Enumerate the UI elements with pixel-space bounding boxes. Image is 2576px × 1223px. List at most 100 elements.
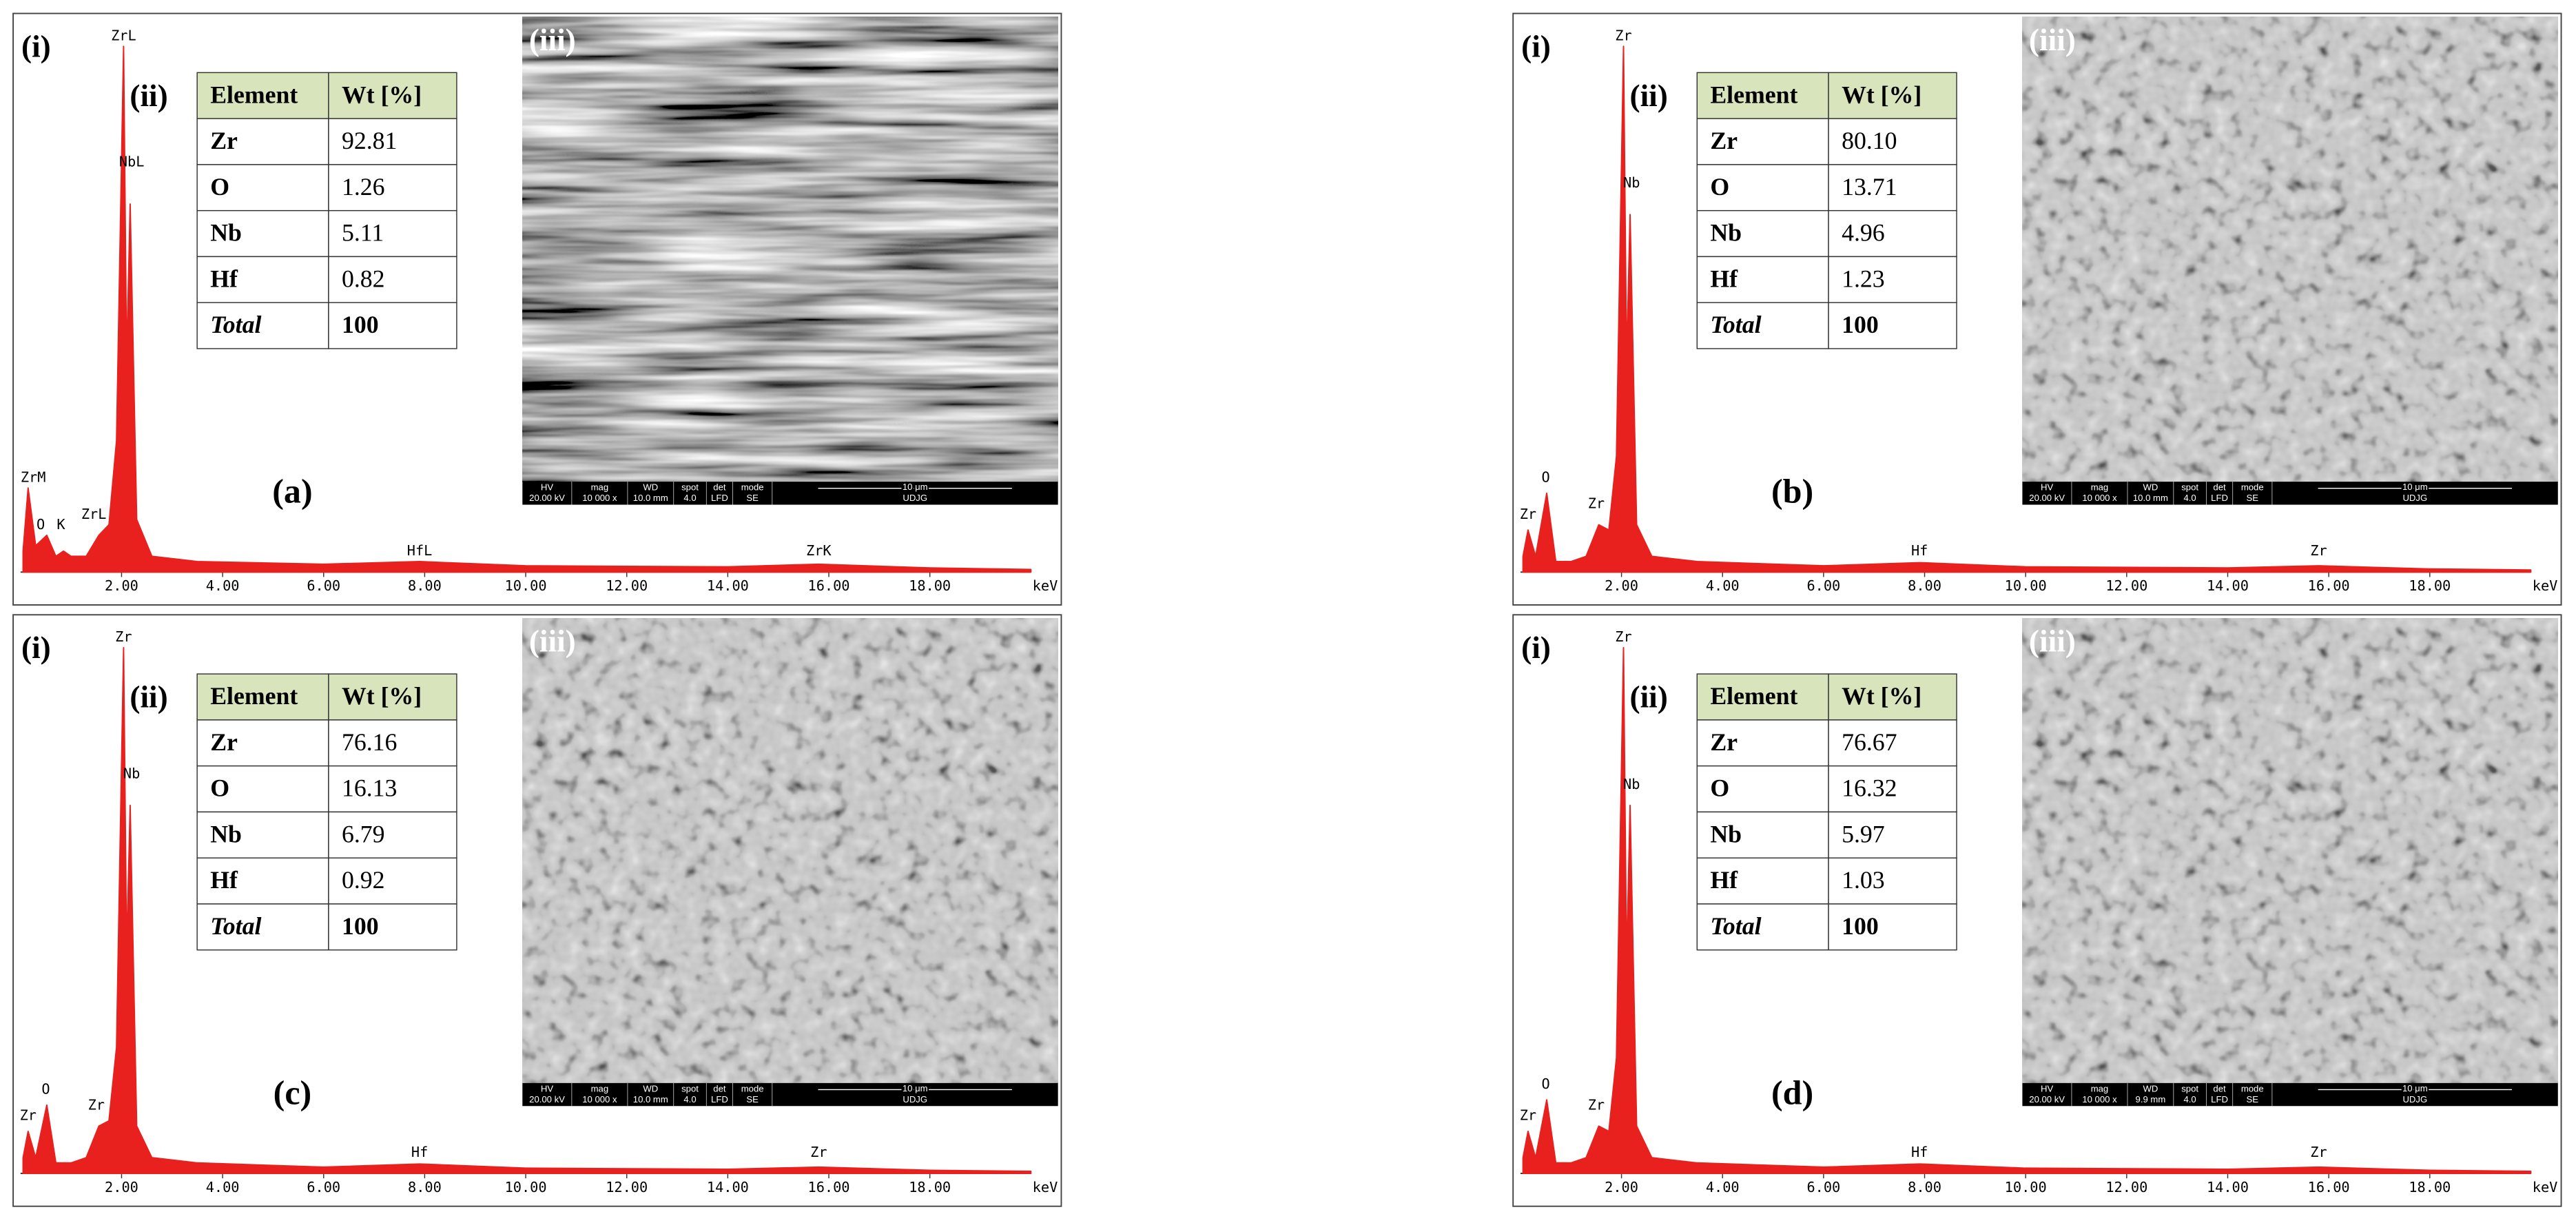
x-tick-label: 2.00 <box>1605 577 1638 594</box>
table-cell <box>196 857 329 905</box>
table-text: 0.92 <box>342 866 385 894</box>
peak-label: Zr <box>1615 628 1631 645</box>
peak-label: Hf <box>1911 1144 1928 1160</box>
sem-bar-label: mag <box>591 482 609 493</box>
table-text: 16.32 <box>1842 774 1897 802</box>
table-text: Nb <box>210 820 242 847</box>
x-tick-label: 14.00 <box>707 577 749 594</box>
x-tick-label: 18.00 <box>2409 1179 2451 1195</box>
table-cell <box>196 302 329 349</box>
spectrum <box>1522 647 2532 1174</box>
table-cell <box>1828 765 1957 813</box>
x-tick-label: 2.00 <box>1605 1179 1638 1195</box>
peak-label: Zr <box>20 1107 37 1124</box>
peak-label: Zr <box>2310 1144 2327 1160</box>
x-tick-label: 6.00 <box>307 577 340 594</box>
x-tick-label: 12.00 <box>606 1179 648 1195</box>
x-tick-label: 8.00 <box>408 577 442 594</box>
spectrum <box>22 647 1032 1174</box>
sem-bar <box>522 482 1058 505</box>
x-tick-label: 4.00 <box>206 1179 240 1195</box>
table-text: O <box>1710 173 1729 201</box>
table-cell <box>1696 302 1829 349</box>
table-header: Wt [%] <box>1842 682 1921 710</box>
table-cell <box>328 903 457 951</box>
table-header-cell <box>1828 72 1957 119</box>
table-text: 16.13 <box>342 774 397 802</box>
panel-label: (b) <box>1771 472 1813 511</box>
sem-image <box>2022 17 2558 482</box>
sem-bar-value: 10.0 mm <box>2133 493 2168 503</box>
sem-bar-value: 10 000 x <box>2082 493 2117 503</box>
table-text: 13.71 <box>1842 173 1897 201</box>
sem-bar-value: 10.0 mm <box>633 1094 668 1104</box>
peak-label: HfL <box>407 542 433 559</box>
sem-bar-value: 9.9 mm <box>2136 1094 2166 1104</box>
sem-bar-label: spot <box>2181 482 2198 493</box>
sem-bar-value: 4.0 <box>2184 1094 2196 1104</box>
table-cell <box>1696 209 1829 258</box>
peak-label: Nb <box>123 765 140 782</box>
peak-label: O <box>1541 469 1549 485</box>
marker-ii: (ii) <box>1629 680 1667 715</box>
x-tick-label: 4.00 <box>1706 1179 1740 1195</box>
marker-i: (i) <box>21 630 51 665</box>
sem-bar-value: 20.00 kV <box>529 493 565 503</box>
table-cell <box>328 256 457 303</box>
marker-iii: (iii) <box>2029 23 2076 57</box>
table-text: O <box>210 173 229 201</box>
sem-bar-label: WD <box>643 482 658 493</box>
table-header-cell <box>1696 673 1829 721</box>
marker-ii: (ii) <box>130 680 167 715</box>
peak-label: Zr <box>1520 1107 1536 1124</box>
sem-bar-value: SE <box>746 1094 759 1104</box>
scale-label: 10 μm <box>903 1083 928 1093</box>
sem-bar-value: 20.00 kV <box>2029 493 2065 503</box>
table-header: Element <box>210 682 298 710</box>
peak-label: Zr <box>1520 506 1536 522</box>
x-tick-label: 12.00 <box>606 577 648 594</box>
sem-bar-value: 20.00 kV <box>2029 1094 2065 1104</box>
table-header-cell <box>196 673 329 721</box>
table-cell <box>328 765 457 813</box>
peak-label: NbL <box>119 154 145 170</box>
operator: UDJG <box>903 1094 927 1104</box>
sem-bar-value: 20.00 kV <box>529 1094 565 1104</box>
x-tick-label: 16.00 <box>2308 1179 2350 1195</box>
sem-bar-label: det <box>713 1083 726 1093</box>
sem-bar-value: 4.0 <box>683 1094 696 1104</box>
x-tick-label: 4.00 <box>206 577 240 594</box>
peak-label: Hf <box>1911 542 1928 559</box>
x-tick-label: 6.00 <box>1806 1179 1840 1195</box>
table-header: Element <box>1710 81 1797 108</box>
table-cell <box>1696 164 1829 212</box>
sem-bar-label: mode <box>741 1083 764 1093</box>
peak-label: Zr <box>1588 495 1605 512</box>
panel-label: (c) <box>274 1073 312 1111</box>
x-axis-label: keV <box>1033 577 1058 594</box>
table-text: Total <box>1710 311 1761 338</box>
sem-bar-label: mode <box>741 482 764 493</box>
table-cell <box>1696 118 1829 165</box>
x-tick-label: 6.00 <box>307 1179 340 1195</box>
sem-image <box>522 17 1058 482</box>
x-tick-label: 14.00 <box>2207 1179 2249 1195</box>
sem-image <box>2022 618 2558 1083</box>
x-axis-label: keV <box>2533 1179 2558 1195</box>
table-text: Nb <box>210 219 242 247</box>
table-header: Wt [%] <box>342 682 422 710</box>
x-tick-label: 4.00 <box>1706 577 1740 594</box>
sem-bar-label: HV <box>2041 1083 2053 1093</box>
table-text: Nb <box>1710 219 1742 247</box>
sem-bar-label: det <box>713 482 726 493</box>
x-axis-label: keV <box>2533 577 2558 594</box>
table-text: 92.81 <box>342 127 397 154</box>
x-axis-label: keV <box>1033 1179 1058 1195</box>
sem-bar-value: LFD <box>711 1094 728 1104</box>
sem-bar <box>2022 1082 2558 1107</box>
